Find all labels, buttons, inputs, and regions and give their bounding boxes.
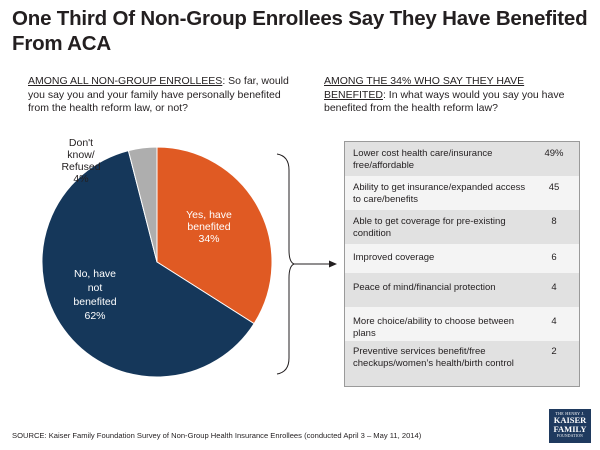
pie-label-line: Refused xyxy=(61,161,100,173)
page-title: One Third Of Non-Group Enrollees Say The… xyxy=(12,7,588,55)
left-question-group: AMONG ALL NON-GROUP ENROLLEES xyxy=(28,75,223,87)
arrow-head xyxy=(329,260,337,268)
table-row-value: 49% xyxy=(544,148,564,159)
table-row-label: Preventive services benefit/free checkup… xyxy=(353,346,514,369)
table-row-value: 4 xyxy=(551,316,557,327)
table-row: Able to get coverage for pre-existing co… xyxy=(345,210,579,244)
table-row: More choice/ability to choose between pl… xyxy=(345,307,579,341)
pie-label-line: Don't xyxy=(69,137,93,149)
source-note: SOURCE: Kaiser Family Foundation Survey … xyxy=(12,431,422,440)
kff-logo: THE HENRY J. KAISER FAMILY FOUNDATION xyxy=(549,409,591,443)
pie-label-line: 4% xyxy=(73,173,88,185)
pie-slice-yes xyxy=(156,146,273,325)
pie-label-line: 62% xyxy=(84,310,105,322)
pie-label-line: not xyxy=(88,282,103,294)
left-question-text: : So far, would you say you and your fam… xyxy=(28,75,289,114)
table-row: Ability to get insurance/expanded access… xyxy=(345,176,579,210)
right-question-text: : In what ways would you say you have be… xyxy=(324,88,565,115)
pie-label-line: 34% xyxy=(198,233,219,245)
logo-line1: THE HENRY J. xyxy=(555,411,585,416)
table-row-label: Lower cost health care/insurance free/af… xyxy=(353,148,493,171)
table-row: Preventive services benefit/free checkup… xyxy=(345,341,579,386)
table-row-label: Able to get coverage for pre-existing co… xyxy=(353,216,506,239)
table-row-label: Peace of mind/financial protection xyxy=(353,282,496,293)
pie-label-line: benefited xyxy=(187,221,230,233)
logo-line3: FOUNDATION xyxy=(556,434,584,438)
pie-slice-dont-know xyxy=(127,146,158,263)
pie-label-line: No, have xyxy=(74,268,116,280)
pie-label-yes: Yes, have benefited 34% xyxy=(186,209,232,245)
table-row: Lower cost health care/insurance free/af… xyxy=(345,142,579,176)
benefits-table: Lower cost health care/insurance free/af… xyxy=(344,141,580,387)
logo-line2a: KAISER xyxy=(553,415,587,425)
table-row-value: 2 xyxy=(551,346,557,357)
table-row: Improved coverage 6 xyxy=(345,244,579,273)
right-question: AMONG THE 34% WHO SAY THEY HAVE BENEFITE… xyxy=(324,75,586,116)
left-question: AMONG ALL NON-GROUP ENROLLEES: So far, w… xyxy=(28,75,290,116)
right-question-group: AMONG THE 34% WHO SAY THEY HAVE BENEFITE… xyxy=(324,75,525,101)
table-row-value: 45 xyxy=(548,182,560,193)
pie-slices xyxy=(41,146,273,378)
pie-label-no: No, have not benefited 62% xyxy=(73,268,116,322)
pie-slice-no xyxy=(41,150,255,378)
table-row-value: 4 xyxy=(551,282,557,293)
pie-label-dont-know: Don't know/Refused 4% xyxy=(61,137,100,185)
table-row-label: Ability to get insurance/expanded access… xyxy=(353,182,526,205)
table-row: Peace of mind/financial protection 4 xyxy=(345,273,579,307)
pie-label-line: know/ xyxy=(67,149,95,161)
table-row-label: More choice/ability to choose between pl… xyxy=(353,316,515,339)
table-row-label: Improved coverage xyxy=(353,252,435,263)
bracket xyxy=(276,153,296,375)
table-row-value: 6 xyxy=(551,252,557,263)
pie-label-line: benefited xyxy=(73,296,116,308)
logo-line2b: FAMILY xyxy=(553,424,587,434)
pie-label-line: Yes, have xyxy=(186,209,232,221)
table-row-value: 8 xyxy=(551,216,557,227)
pie-labels: Yes, have benefited 34%No, have not benefite… xyxy=(61,137,232,322)
